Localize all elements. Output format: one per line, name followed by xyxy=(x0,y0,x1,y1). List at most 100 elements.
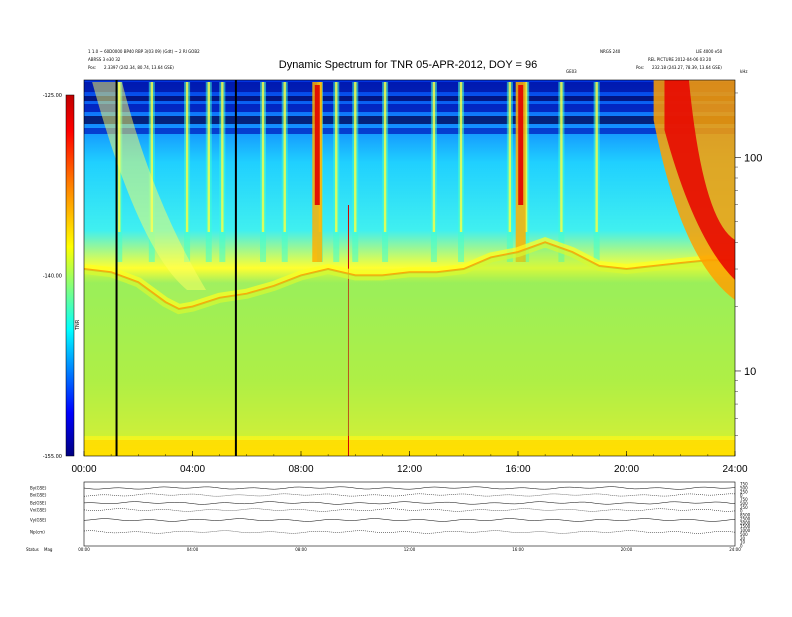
data-gaps xyxy=(115,80,237,456)
lower-panel-x-tick: 12:00 xyxy=(404,547,416,552)
header-right-line1b: LIE 4000 e50 xyxy=(696,49,723,54)
header-mid-label: GE03 xyxy=(566,69,577,74)
dark-band xyxy=(84,104,735,112)
burst-core xyxy=(383,82,387,232)
x-tick-label: 04:00 xyxy=(180,464,205,475)
x-tick-label: 08:00 xyxy=(288,464,313,475)
colorbar-tick-label: -140.00 xyxy=(43,274,62,280)
header-right-line2: REL PICTURE 2012-04-06 03 20 xyxy=(648,57,712,62)
burst-core xyxy=(524,82,528,232)
burst-core xyxy=(508,82,512,232)
burst-core xyxy=(432,82,436,232)
burst-core xyxy=(150,82,154,232)
header-right-pos-value: 232.18 (243.27, 78.39, 13.64 GSE) xyxy=(652,65,722,70)
lower-panel-right-tick: 750 xyxy=(740,482,748,487)
burst-core xyxy=(283,82,286,232)
lower-panel-trace xyxy=(83,493,736,497)
spectrogram-bands xyxy=(84,82,735,456)
x-tick-label: 16:00 xyxy=(505,464,530,475)
header-left-line2: ABRSS 3 e30 32 xyxy=(88,57,121,62)
lower-panel-right-tick: 1000 xyxy=(740,528,751,533)
plasma-line-ridge xyxy=(84,241,735,311)
burst-core xyxy=(459,82,463,232)
storm-region xyxy=(653,80,735,300)
lower-panel-right-tick: 2000 xyxy=(740,520,751,525)
lower-panel-trace xyxy=(83,508,736,512)
burst-core xyxy=(185,82,189,232)
storm-core xyxy=(664,80,735,280)
lower-panel-x-tick: 20:00 xyxy=(621,547,633,552)
burst-core xyxy=(261,82,265,232)
colorbar xyxy=(65,94,75,457)
lower-panel-label: Bx(GSE) xyxy=(30,493,47,498)
plasma-line xyxy=(84,236,735,436)
type3-bursts xyxy=(92,82,600,456)
lower-panel-trace xyxy=(83,518,736,522)
lower-panel-right-tick: 20 xyxy=(740,536,746,541)
intense-burst-core xyxy=(518,85,524,205)
dark-band xyxy=(84,116,735,124)
lower-panel-right-tick: 0 xyxy=(740,544,743,549)
chart-title: Dynamic Spectrum for TNR 05-APR-2012, DO… xyxy=(279,59,538,71)
lower-panel-right-tick: 10 xyxy=(740,540,746,545)
y-tick-label: 100 xyxy=(744,152,762,164)
lower-panel-mag-label: Mag xyxy=(44,547,53,552)
lower-panel-right-tick: 1500 xyxy=(740,524,751,529)
burst-core xyxy=(221,82,224,232)
x-tick-label: 12:00 xyxy=(397,464,422,475)
lower-panel-label: Vy(GSE) xyxy=(30,518,47,523)
colorbar-ticks: -125.00 -140.00 -155.00 xyxy=(43,93,62,460)
lower-panel-x-tick: 24:00 xyxy=(729,547,741,552)
lower-panel-right-tick: 500 xyxy=(740,485,748,490)
dark-band xyxy=(84,128,735,134)
lower-panel-status-label: Status xyxy=(26,547,39,552)
intense-burst-core xyxy=(314,85,320,205)
low-freq-band xyxy=(84,440,735,456)
x-axis: 00:00 04:00 08:00 12:00 16:00 20:00 24:00 xyxy=(71,451,748,475)
y-axis-unit-label: kHz xyxy=(740,69,747,74)
burst-core xyxy=(354,82,357,232)
burst-core xyxy=(207,82,210,232)
lower-panel-trace xyxy=(83,530,736,534)
burst-core xyxy=(560,82,563,232)
lower-panel-right-tick: 0 xyxy=(740,509,743,514)
lower-panel-right-tick: 2500 xyxy=(740,516,751,521)
dark-band xyxy=(84,82,735,92)
y-tick-label: 10 xyxy=(744,366,756,378)
spectrogram xyxy=(84,80,735,456)
colorbar-tick-label: -125.00 xyxy=(43,93,62,99)
lower-panel-trace xyxy=(83,486,736,490)
lower-panel-right-tick: 250 xyxy=(740,489,748,494)
header-right-pos-label: Pos: xyxy=(636,65,644,70)
lower-panel-label: Vx(GSE) xyxy=(30,508,47,513)
lower-panel-frame xyxy=(83,481,736,547)
lower-panel-x-tick: 04:00 xyxy=(187,547,199,552)
lower-panel-x-tick: 08:00 xyxy=(295,547,307,552)
y-axis: 10 100 xyxy=(735,92,762,436)
data-gap-line xyxy=(234,80,237,456)
x-tick-label: 20:00 xyxy=(614,464,639,475)
lower-panel-right-tick: 8500 xyxy=(740,513,751,518)
header-left-line1: 1 1.0 ~ 60D0000 BP40 RBP 3(03 09) (Gdt) … xyxy=(88,49,200,54)
dark-band xyxy=(84,96,735,101)
header-left-pos-value: 2.3397 (242.34, 80.74, 13.64 GSE) xyxy=(104,65,174,70)
header-left-pos-label: Pos: xyxy=(88,65,96,70)
colorbar-label: TNR xyxy=(75,319,81,331)
lower-panels: By(GSE) Bx(GSE) Bz(GSE) Vx(GSE) Vy(GSE) Np(cm… xyxy=(26,482,751,553)
lower-panel-x-tick: 16:00 xyxy=(512,547,524,552)
lower-panel-right-tick: 0 xyxy=(740,493,743,498)
diffuse-emission xyxy=(92,82,207,290)
lower-panel-right-tick: 250 xyxy=(740,505,748,510)
lower-panel-right-tick: 500 xyxy=(740,532,748,537)
colorbar-tick-label: -155.00 xyxy=(43,454,62,460)
lower-panel-x-tick: 00:00 xyxy=(78,547,90,552)
burst-core xyxy=(335,82,338,232)
x-tick-label: 00:00 xyxy=(71,464,96,475)
header-right-line1: NRGS 240 xyxy=(600,49,621,54)
burst-core xyxy=(595,82,598,232)
lower-panel-label: Np(cm) xyxy=(30,530,45,535)
lower-panel-right-tick: 750 xyxy=(740,497,748,502)
lower-panel-trace xyxy=(83,501,736,505)
